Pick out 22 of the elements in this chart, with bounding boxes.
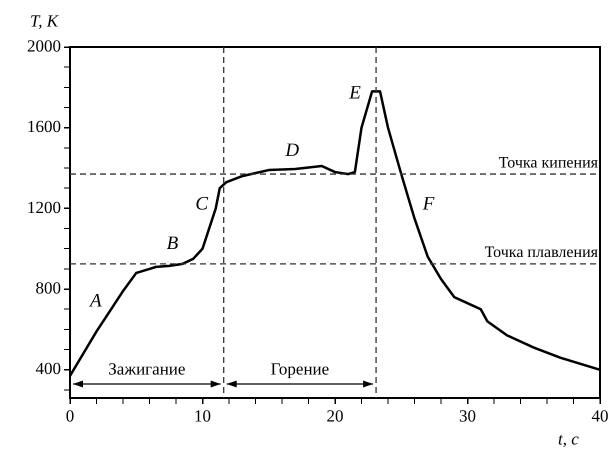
annotation: Горение xyxy=(270,359,330,378)
y-tick-label: 400 xyxy=(36,359,61,378)
x-tick-label: 10 xyxy=(194,406,211,426)
annotation: C xyxy=(195,193,208,214)
annotation: B xyxy=(166,232,179,254)
annotation: A xyxy=(88,290,102,312)
x-tick-label: 0 xyxy=(66,406,74,426)
annotation: F xyxy=(422,193,435,214)
annotation: D xyxy=(284,140,300,162)
y-axis-title: T, К xyxy=(30,11,60,30)
ref-line-label: Точка кипения xyxy=(498,154,599,172)
annotation: Зажигание xyxy=(108,359,186,378)
y-tick-label: 1600 xyxy=(27,117,61,136)
ref-line-label: Точка плавления xyxy=(484,244,599,262)
annotation: E xyxy=(348,82,362,104)
y-tick-label: 2000 xyxy=(27,36,61,56)
x-tick-label: 20 xyxy=(326,406,344,426)
x-axis-title: t, с xyxy=(558,429,580,448)
x-tick-label: 30 xyxy=(459,406,476,426)
y-tick-label: 1200 xyxy=(27,198,61,217)
y-tick-label: 800 xyxy=(36,278,61,298)
x-tick-label: 40 xyxy=(592,406,608,426)
